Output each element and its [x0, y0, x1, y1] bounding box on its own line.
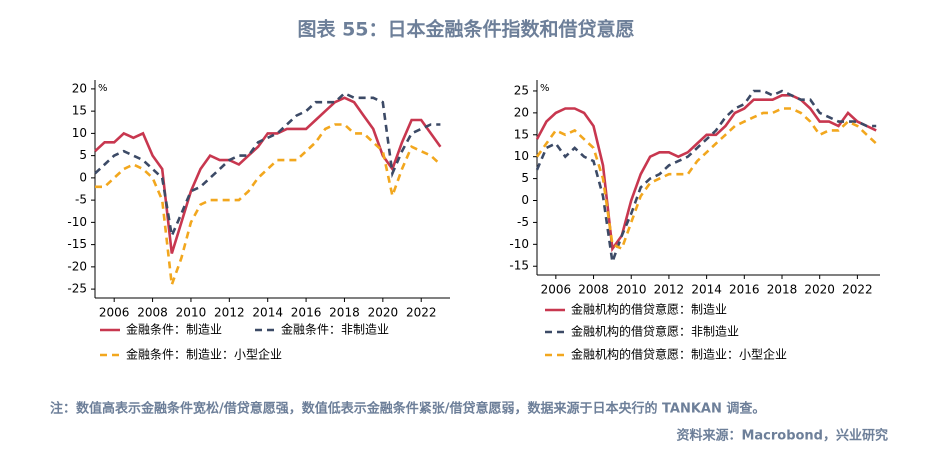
x-tick-label: 2016 — [729, 283, 760, 297]
y-tick-label: -10 — [509, 237, 529, 251]
legend-label: 金融机构的借贷意愿：非制造业 — [571, 324, 739, 339]
series-line — [535, 107, 878, 251]
y-tick-label: -25 — [67, 282, 87, 296]
y-tick-label: 20 — [514, 105, 529, 119]
series-line — [535, 94, 877, 253]
series-line — [94, 96, 442, 254]
x-tick-label: 2008 — [578, 283, 609, 297]
x-tick-label: 2018 — [329, 306, 360, 320]
y-tick-label: -5 — [517, 215, 529, 229]
y-tick-label: 25 — [514, 83, 529, 97]
y-tick-label: 10 — [514, 149, 529, 163]
x-tick-label: 2006 — [99, 306, 130, 320]
series-line — [94, 91, 441, 241]
legend-label: 金融条件：制造业：小型企业 — [126, 347, 282, 362]
series-line — [95, 123, 442, 286]
x-tick-label: 2022 — [842, 283, 873, 297]
y-tick-label: -20 — [67, 259, 87, 273]
y-tick-label: 15 — [72, 104, 87, 118]
legend-label: 金融机构的借贷意愿：制造业：小型企业 — [571, 347, 787, 362]
y-tick-label: 10 — [72, 126, 87, 140]
x-tick-label: 2012 — [654, 283, 685, 297]
y-tick-label: -5 — [75, 193, 87, 207]
y-tick-label: 5 — [79, 148, 87, 162]
series-line — [535, 89, 877, 263]
y-unit: % — [98, 83, 108, 94]
y-tick-label: 20 — [72, 81, 87, 95]
y-tick-label: -15 — [67, 237, 87, 251]
x-tick-label: 2010 — [616, 283, 647, 297]
x-tick-label: 2020 — [804, 283, 835, 297]
legend-label: 金融条件：制造业 — [126, 322, 222, 337]
y-unit: % — [540, 83, 550, 94]
x-tick-label: 2010 — [176, 306, 207, 320]
x-tick-label: 2008 — [137, 306, 168, 320]
x-tick-label: 2016 — [291, 306, 322, 320]
x-tick-label: 2018 — [767, 283, 798, 297]
y-tick-label: -10 — [67, 215, 87, 229]
y-tick-label: -15 — [509, 259, 529, 273]
x-tick-label: 2022 — [406, 306, 437, 320]
x-tick-label: 2020 — [368, 306, 399, 320]
x-tick-label: 2012 — [214, 306, 245, 320]
source: 资料来源：Macrobond，兴业研究 — [676, 428, 888, 444]
y-tick-label: 15 — [514, 127, 529, 141]
y-tick-label: 0 — [521, 193, 529, 207]
x-tick-label: 2014 — [691, 283, 722, 297]
x-tick-label: 2006 — [541, 283, 572, 297]
legend-label: 金融机构的借贷意愿：制造业 — [571, 302, 727, 317]
y-tick-label: 0 — [79, 170, 87, 184]
x-tick-label: 2014 — [252, 306, 283, 320]
legend-label: 金融条件：非制造业 — [281, 322, 389, 337]
figure-title: 图表 55：日本金融条件指数和借贷意愿 — [297, 18, 634, 41]
y-tick-label: 5 — [521, 171, 529, 185]
footnote: 注：数值高表示金融条件宽松/借贷意愿强，数值低表示金融条件紧张/借贷意愿弱，数据… — [50, 401, 765, 417]
